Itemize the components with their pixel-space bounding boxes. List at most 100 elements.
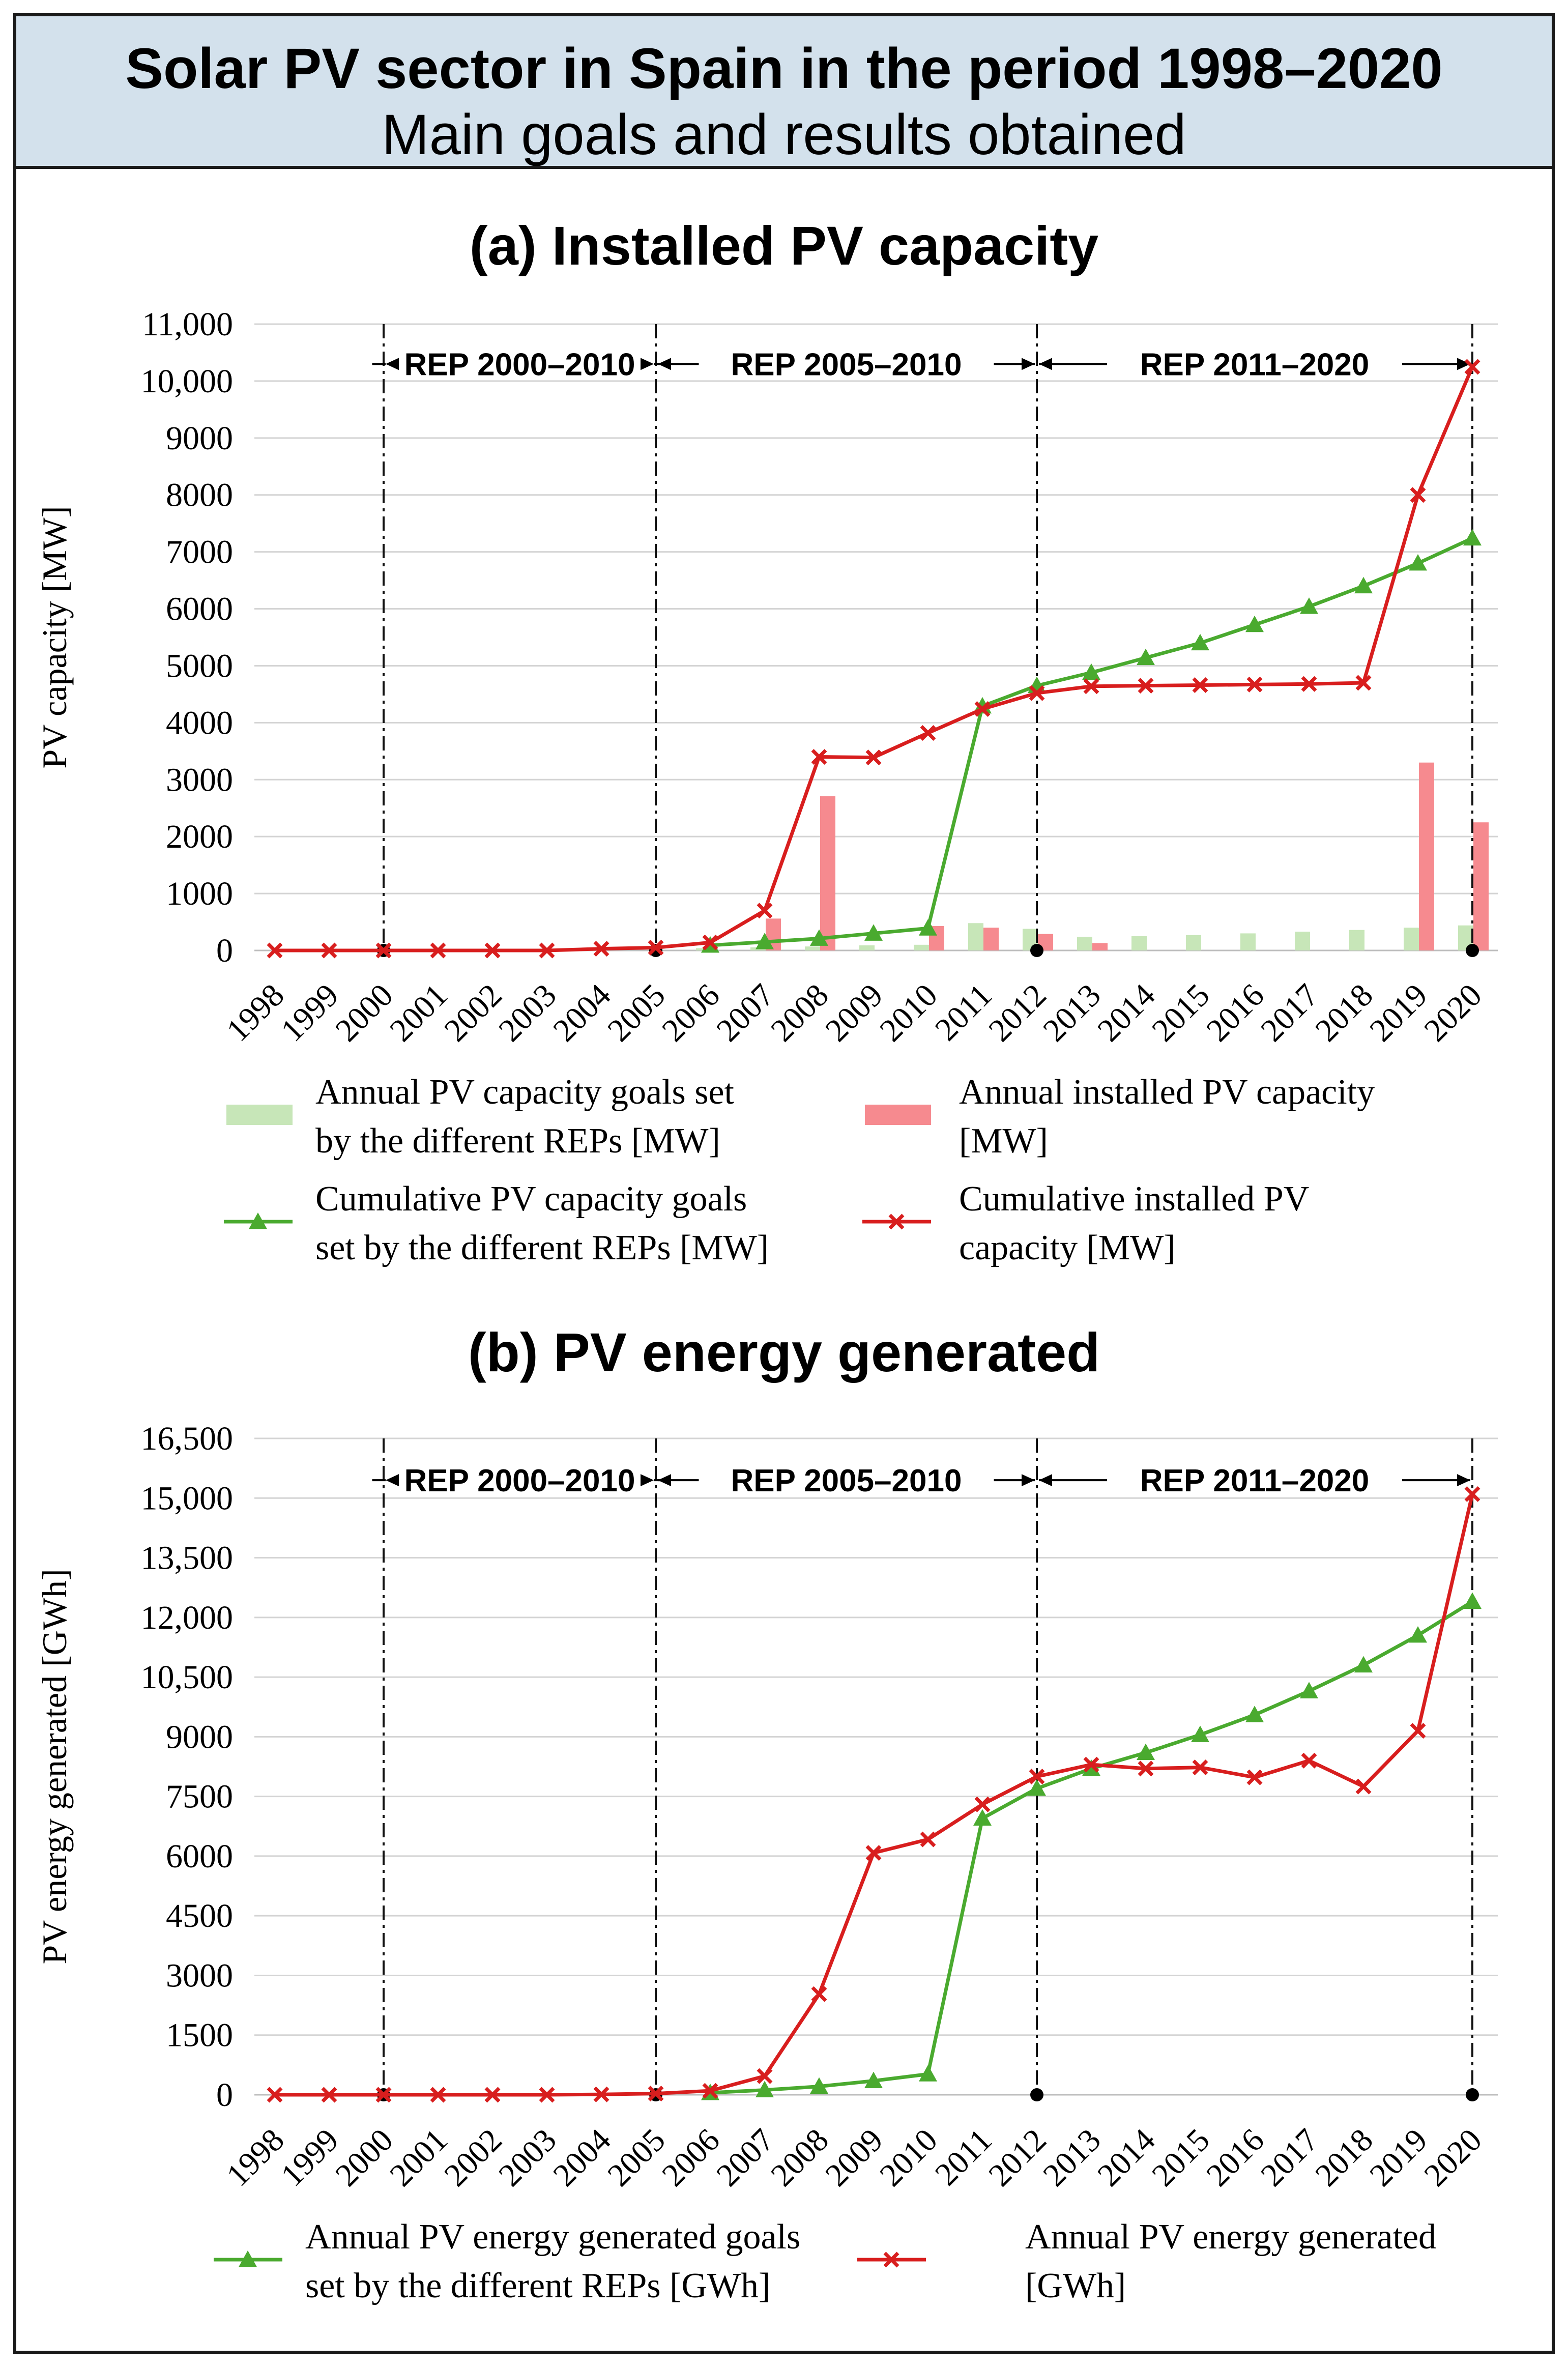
chart-a-point: [1463, 529, 1482, 546]
chart-a-xtick-label: 2010: [873, 977, 944, 1049]
chart-a-xtick-label: 2008: [764, 977, 835, 1049]
rep-arrow-head: [1039, 358, 1052, 370]
chart-b-point: [974, 1796, 991, 1812]
chart-a-point: [865, 749, 882, 766]
chart-b-point: [919, 2065, 937, 2082]
chart-b-point: [1354, 1656, 1373, 1673]
chart-a-point: [920, 725, 936, 741]
chart-b-xtick-label: 2017: [1254, 2122, 1325, 2193]
chart-b-point: [1410, 1723, 1426, 1739]
chart-a-bar: [1295, 932, 1310, 950]
chart-a-xtick-label: 2019: [1362, 977, 1434, 1049]
rep-arrow-head: [641, 358, 654, 370]
chart-b-ytick-label: 3000: [166, 1957, 233, 1994]
chart-b-point: [1300, 1682, 1318, 1698]
chart-a-point: [539, 942, 555, 959]
chart-b-xtick-label: 2013: [1036, 2122, 1108, 2193]
chart-b-point: [1463, 1592, 1482, 1609]
chart-a-point: [1301, 676, 1317, 692]
chart-a-xtick-label: 2016: [1199, 977, 1271, 1049]
chart-b: (b) PV energy generated 0 1500 3000 4500 6000…: [35, 1321, 1498, 2305]
chart-b-title: (b) PV energy generated: [468, 1321, 1100, 1383]
rep-period-label-1: REP 2005–2010: [731, 347, 962, 382]
chart-b-point: [430, 2087, 446, 2103]
chart-b-point: [375, 2087, 392, 2103]
chart-a-series-line-1: [275, 366, 1474, 952]
chart-a-xtick-label: 2004: [546, 977, 618, 1049]
rep-arrow-head: [1022, 1474, 1035, 1487]
chart-b-point: [1355, 1778, 1372, 1795]
chart-a-bar: [859, 945, 875, 950]
rep-period-label-1: REP 2005–2010: [731, 1463, 962, 1498]
legend-label-b-1: [GWh]: [1025, 2266, 1126, 2305]
chart-b-rep-boundary-dot: [1466, 2088, 1479, 2101]
chart-a-point: [1138, 678, 1154, 694]
chart-a-xtick-label: 2013: [1036, 977, 1108, 1049]
figure-frame: [13, 13, 1555, 2354]
chart-a-ytick-label: 9000: [166, 420, 233, 457]
figure-header: Solar PV sector in Spain in the period 1…: [16, 16, 1552, 169]
chart-a-point: [1410, 487, 1426, 503]
chart-b-point: [973, 1809, 992, 1826]
chart-b-point: [1029, 1769, 1045, 1785]
chart-b-point: [865, 1845, 882, 1861]
legend-marker-a-3: [888, 1214, 905, 1230]
chart-b-xtick-label: 2002: [437, 2122, 509, 2193]
chart-a-point: [1464, 359, 1480, 375]
chart-a-ytick-label: 3000: [166, 761, 233, 798]
chart-a-xtick-label: 2020: [1417, 977, 1489, 1049]
chart-b-ytick-label: 13,500: [141, 1540, 234, 1577]
chart-b-point: [1192, 1759, 1208, 1776]
chart-b-point: [1409, 1626, 1427, 1643]
chart-b-xtick-label: 2019: [1362, 2122, 1434, 2193]
chart-b-point: [593, 2086, 609, 2102]
chart-b-point: [757, 2068, 773, 2084]
chart-a-ytick-label: 11,000: [142, 306, 233, 343]
chart-a-point: [864, 924, 883, 941]
chart-b-xtick-label: 2001: [383, 2122, 454, 2193]
chart-b-xtick-label: 1998: [219, 2122, 291, 2193]
chart-b-point: [267, 2087, 283, 2103]
legend-label-a-1: Annual installed PV capacity: [959, 1073, 1375, 1112]
chart-b-point: [321, 2087, 337, 2103]
chart-b-point: [1191, 1725, 1209, 1742]
chart-a-xtick-label: 2012: [981, 977, 1053, 1049]
chart-a-rep-boundary-dot: [1030, 944, 1043, 957]
chart-b-point: [1138, 1760, 1154, 1777]
chart-b-xtick-label: 2005: [600, 2122, 672, 2193]
chart-b-point: [864, 2071, 883, 2089]
chart-b-xtick-label: 2011: [928, 2122, 999, 2192]
chart-a-ytick-label: 7000: [166, 534, 233, 571]
chart-a-point: [702, 934, 718, 950]
legend-label-b-0: Annual PV energy generated goals: [305, 2217, 800, 2257]
chart-a-ytick-label: 4000: [166, 704, 233, 741]
chart-a-point: [1137, 648, 1155, 666]
chart-b-point: [810, 2077, 828, 2094]
chart-a-point: [811, 749, 827, 765]
legend-label-a-0: by the different REPs [MW]: [315, 1121, 720, 1161]
chart-b-point: [1464, 1486, 1480, 1502]
chart-a-ytick-label: 10,000: [141, 363, 234, 400]
legend-label-b-0: set by the different REPs [GWh]: [305, 2266, 770, 2305]
chart-b-xtick-label: 2010: [873, 2122, 944, 2193]
chart-b-xtick-label: 2000: [328, 2122, 400, 2193]
chart-a-xtick-label: 2011: [928, 977, 999, 1048]
chart-a-point: [919, 919, 937, 936]
chart-b-xtick-label: 2012: [981, 2122, 1053, 2193]
chart-b-xtick-label: 2014: [1090, 2122, 1162, 2193]
chart-a-xtick-label: 2002: [437, 977, 509, 1049]
chart-b-point: [1028, 1779, 1046, 1796]
chart-a-bar: [1419, 762, 1434, 950]
chart-b-xtick-label: 2018: [1308, 2122, 1380, 2193]
rep-period-label-0: REP 2000–2010: [404, 347, 635, 382]
chart-a-bar: [1077, 937, 1092, 950]
chart-a-ytick-label: 2000: [166, 818, 233, 855]
chart-a-point: [1191, 633, 1209, 651]
chart-b-point: [756, 2081, 774, 2098]
chart-a-point: [1246, 676, 1263, 692]
chart-a-xtick-label: 2007: [709, 977, 781, 1049]
chart-b-xtick-label: 2015: [1145, 2122, 1216, 2193]
chart-b-point: [1083, 1756, 1099, 1773]
chart-b-ytick-label: 12,000: [141, 1599, 234, 1636]
